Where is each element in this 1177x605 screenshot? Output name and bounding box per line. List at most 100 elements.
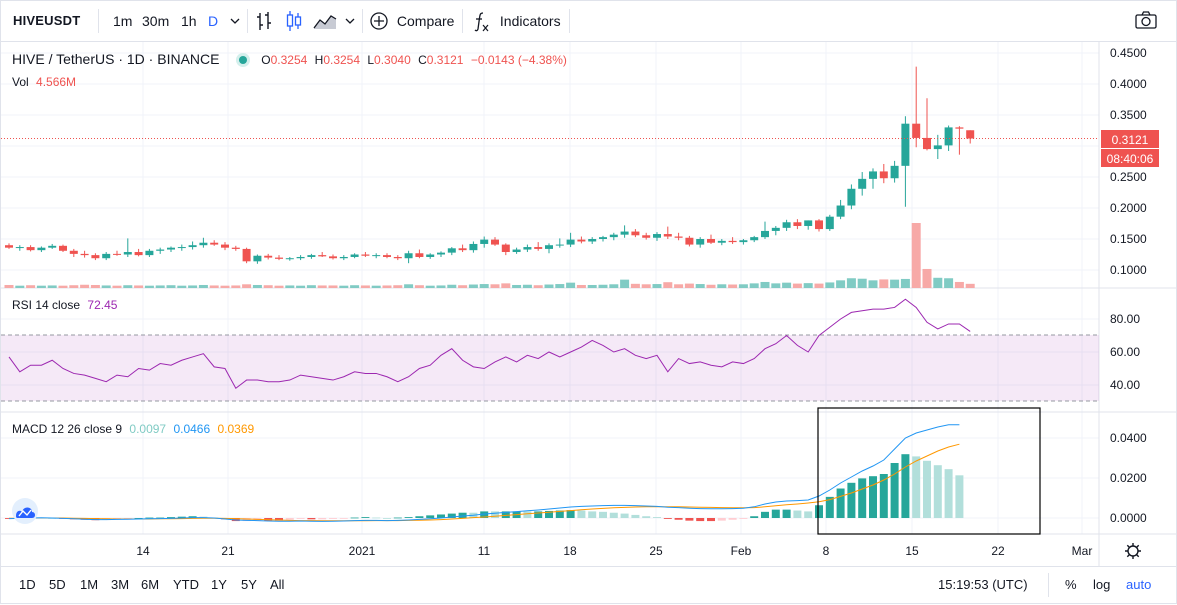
candle-body [156,249,165,251]
volume-bar [771,283,781,288]
candle-body [447,248,456,253]
volume-bar [101,285,111,288]
volume-value: 4.566M [36,75,77,89]
candle-body [318,255,327,257]
chart-canvas[interactable]: 0.4500 0.4000 0.3500 0.2500 0.2000 0.1500 0.10… [1,42,1177,566]
range-1d-button[interactable]: 1D [19,577,36,592]
volume-bar [317,285,327,288]
range-all-button[interactable]: All [270,577,285,592]
macd-histogram-bar [145,517,154,519]
range-3m-button[interactable]: 3M [111,577,130,592]
candle-body [523,247,532,250]
price-axis[interactable]: 0.4500 0.4000 0.3500 0.2500 0.2000 0.1500 0.10… [1110,46,1147,277]
volume-bar [404,284,414,288]
macd-histogram-bar [804,511,813,518]
macd-histogram-bar [599,511,607,518]
macd-histogram-bar [501,511,510,518]
range-1y-button[interactable]: 1Y [211,577,227,592]
candle-style-icon[interactable] [284,1,304,41]
rsi-line [8,298,971,390]
volume-bar [544,284,554,288]
volume-bar [501,283,511,288]
candle-body [782,222,791,228]
volume-bar [825,282,835,288]
rsi-band [1,335,1099,401]
volume-bar [231,285,241,288]
candle-body [588,239,597,242]
range-5y-button[interactable]: 5Y [241,577,257,592]
macd-axis[interactable]: 0.0400 0.0200 0.0000 [1110,431,1147,525]
time-axis[interactable]: 14 21 2021 11 18 25 Feb 8 15 22 Mar [136,544,1092,558]
tradingview-logo-icon[interactable] [12,498,38,524]
macd-histogram-bar [750,516,759,518]
indicators-button[interactable]: Indicators [472,1,561,41]
macd-histogram-bar [437,514,445,518]
volume-bar [555,284,565,288]
chevron-down-icon[interactable] [344,1,356,41]
candle-body [361,254,370,256]
macd-histogram-bar [771,509,780,518]
percent-scale-toggle[interactable]: % [1065,577,1077,592]
range-5d-button[interactable]: 5D [49,577,66,592]
macd-histogram-bar [177,516,186,518]
range-ytd-button[interactable]: YTD [173,577,199,592]
candle-body [847,188,856,206]
macd-histogram-bar [653,517,661,518]
camera-icon[interactable] [1134,1,1158,41]
volume-bar [339,285,349,288]
candle-body [177,247,186,249]
macd-value: 0.0466 [173,422,211,436]
volume-bar [879,279,889,288]
candle-body [372,255,381,257]
rsi-axis[interactable]: 80.00 60.00 40.00 [1110,312,1140,392]
compare-button[interactable]: Compare [369,1,454,41]
settings-gear-icon[interactable] [1125,543,1141,559]
rectangle-drawing[interactable] [817,407,1041,535]
toolbar-divider [462,9,463,33]
candle-body [15,247,24,249]
interval-d-button[interactable]: D [208,13,219,29]
macd-histogram-bar [847,482,856,518]
macd-histogram-bar [491,511,499,518]
volume-bar [630,283,640,288]
candle-body [577,239,586,242]
candle-body [804,220,813,226]
volume-bar [134,285,144,288]
candle-body [491,239,499,245]
countdown-badge [1101,149,1159,167]
volume-bar [350,285,360,288]
volume-bar [738,284,748,288]
candle-body [620,231,629,235]
candle-body [5,245,13,248]
bar-style-icon[interactable] [255,1,275,41]
close-label: C [418,53,427,67]
candle-body [231,247,240,249]
volume-bar [566,282,576,288]
volume-bar [47,285,57,288]
volume-bar [371,285,381,288]
interval-1h-button[interactable]: 1h [181,13,197,29]
volume-bar [414,285,424,288]
candle-body [242,248,251,262]
fx-icon [474,12,489,32]
range-6m-button[interactable]: 6M [141,577,160,592]
utc-clock[interactable]: 15:19:53 (UTC) [938,577,1028,592]
macd-histogram-bar [275,518,283,521]
interval-1m-button[interactable]: 1m [113,13,133,29]
macd-histogram-bar [307,518,316,520]
chevron-down-icon[interactable] [229,1,241,41]
volume-bar [198,284,208,288]
auto-scale-toggle[interactable]: auto [1126,577,1152,592]
interval-30m-button[interactable]: 30m [142,13,170,29]
area-style-icon[interactable] [313,1,337,41]
macd-histogram-bar [285,518,294,520]
log-scale-toggle[interactable]: log [1093,577,1111,592]
macd-histogram-bar [566,510,575,518]
macd-histogram-bar [761,511,769,518]
range-1m-button[interactable]: 1M [80,577,99,592]
volume-bar [468,284,478,288]
macd-histogram-bar [156,517,165,519]
symbol-search-button[interactable]: HIVEUSDT [13,13,81,28]
volume-bar [717,284,727,288]
macd-histogram-bar [923,460,931,518]
